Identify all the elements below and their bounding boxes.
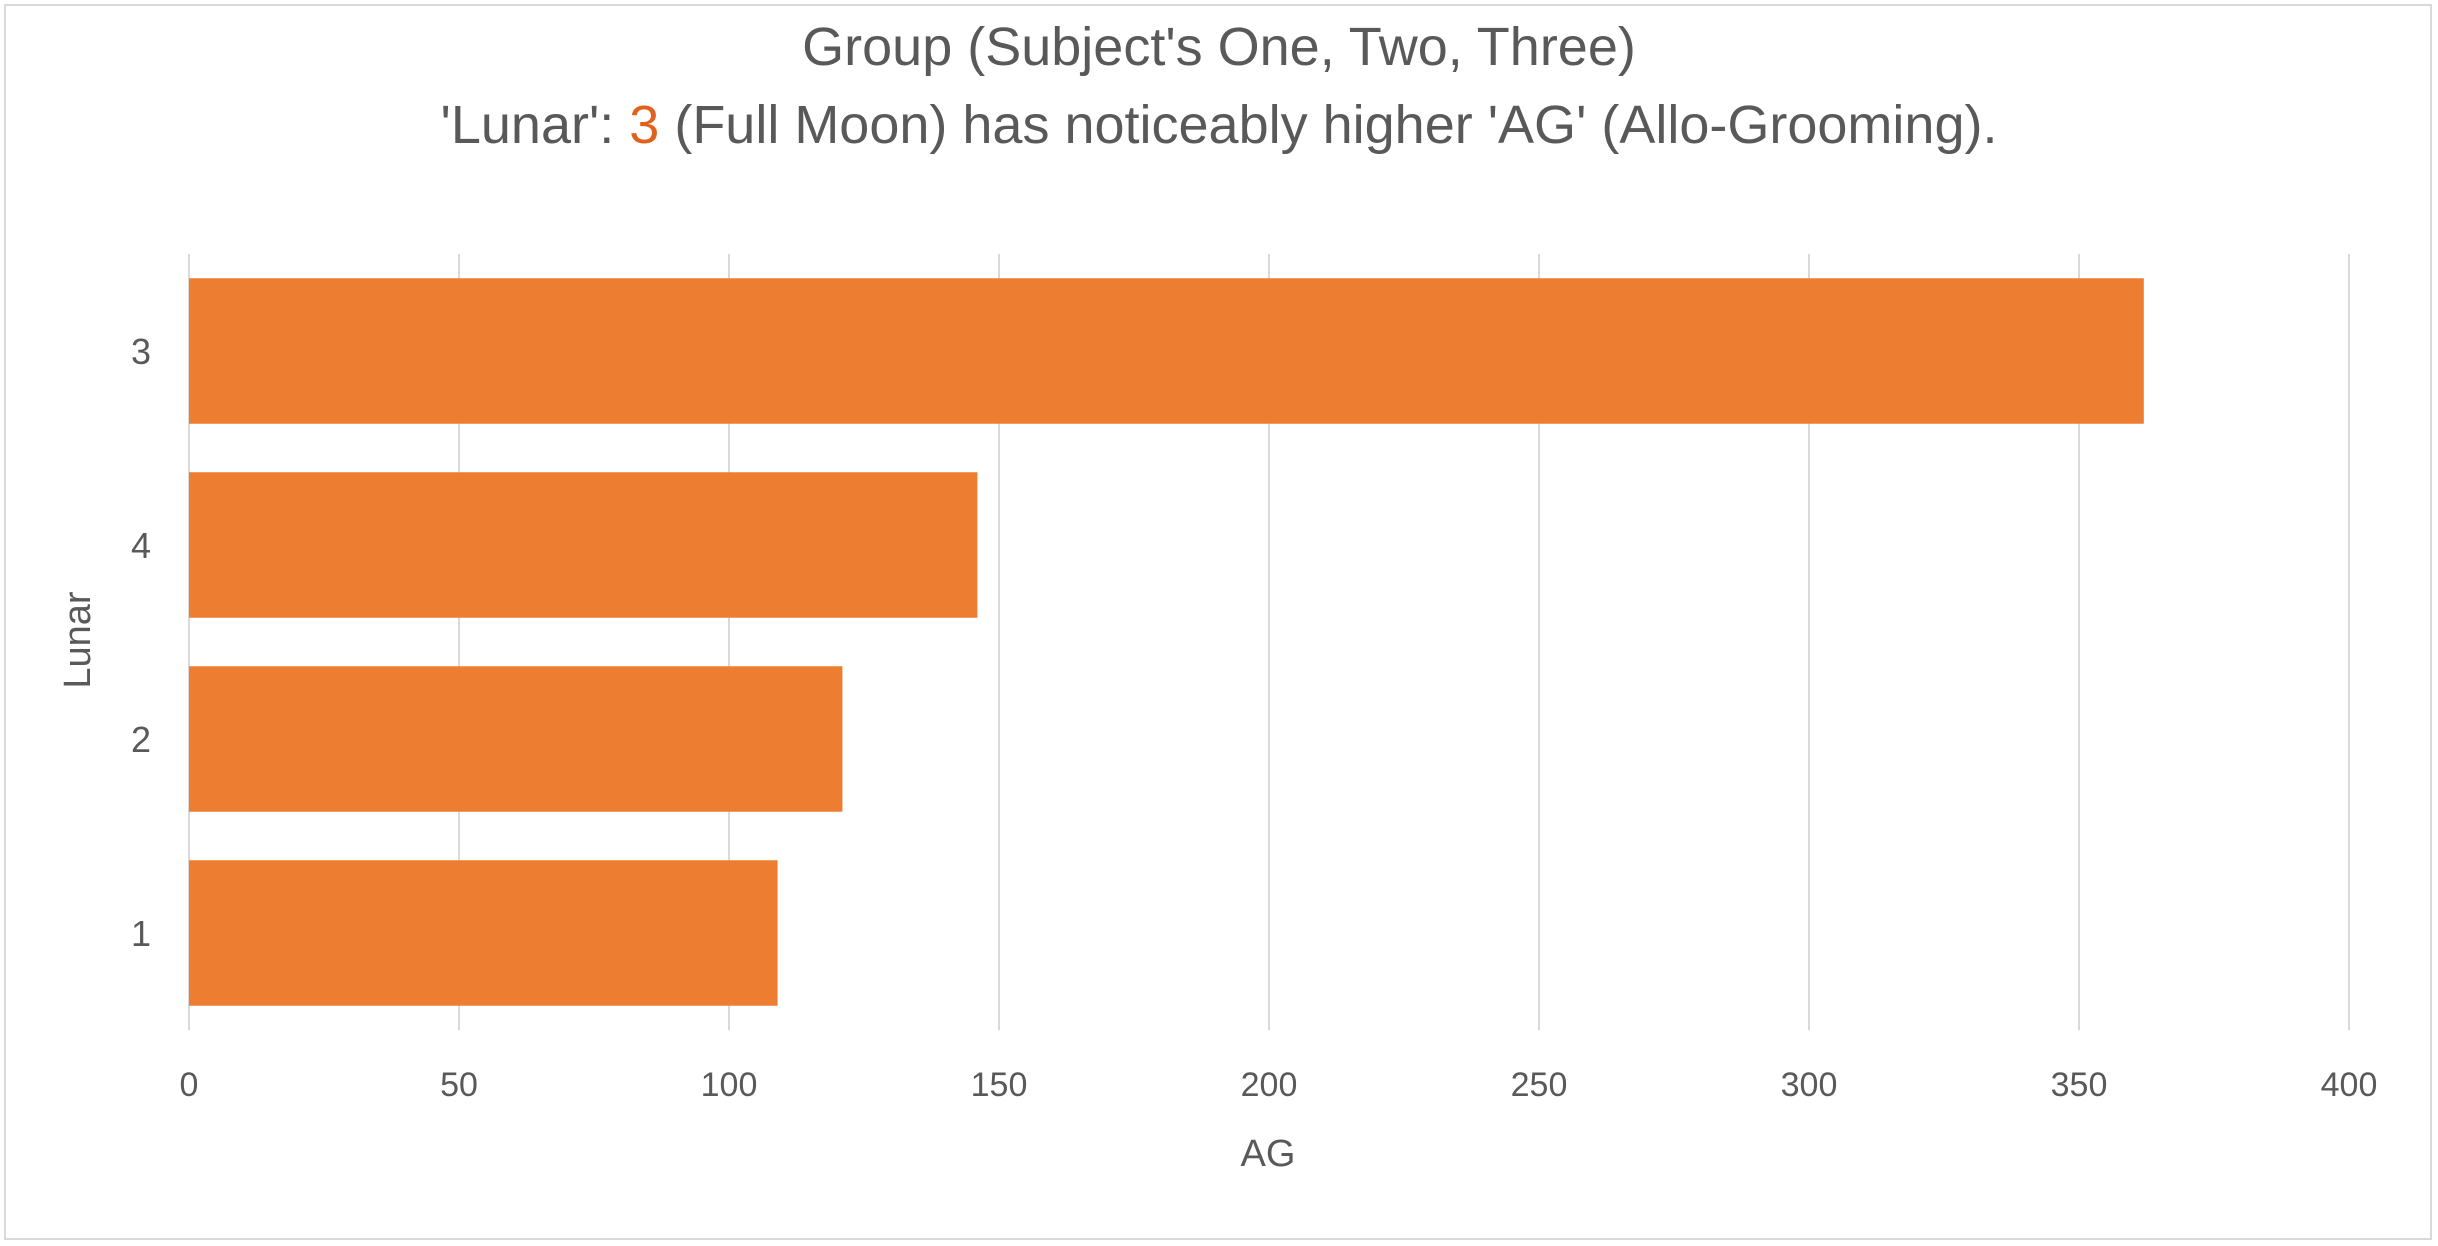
x-tick-label: 100 (701, 1066, 758, 1104)
chart-title: Group (Subject's One, Two, Three) (802, 17, 1636, 77)
chart-subtitle: 'Lunar': 3 (Full Moon) has noticeably hi… (0, 94, 2438, 156)
x-tick-label: 350 (2051, 1066, 2108, 1104)
y-tick-label: 1 (131, 913, 151, 954)
bar-lunar-3 (189, 278, 2144, 424)
bar-lunar-1 (189, 860, 778, 1006)
chart-frame (4, 4, 2432, 1240)
subtitle-prefix: 'Lunar': (440, 95, 630, 155)
y-tick-labels: 3 4 2 1 (131, 331, 151, 954)
x-tick-label: 150 (971, 1066, 1028, 1104)
bars (189, 278, 2144, 1006)
x-tick-label: 0 (180, 1066, 199, 1104)
x-axis-title: AG (1241, 1133, 1296, 1175)
x-tick-labels: 0 50 100 150 200 250 300 350 400 (180, 1066, 2378, 1104)
x-tick-label: 50 (440, 1066, 478, 1104)
y-axis-title: Lunar (57, 591, 99, 689)
y-tick-label: 4 (131, 525, 151, 566)
subtitle-suffix: (Full Moon) has noticeably higher 'AG' (… (659, 95, 1998, 155)
x-tick-label: 250 (1511, 1066, 1568, 1104)
y-tick-label: 2 (131, 719, 151, 760)
y-tick-label: 3 (131, 331, 151, 372)
x-tick-label: 400 (2321, 1066, 2378, 1104)
subtitle-highlight: 3 (629, 95, 660, 155)
bar-lunar-2 (189, 666, 843, 812)
bar-lunar-4 (189, 472, 978, 618)
x-tick-label: 300 (1781, 1066, 1838, 1104)
x-tick-label: 200 (1241, 1066, 1298, 1104)
